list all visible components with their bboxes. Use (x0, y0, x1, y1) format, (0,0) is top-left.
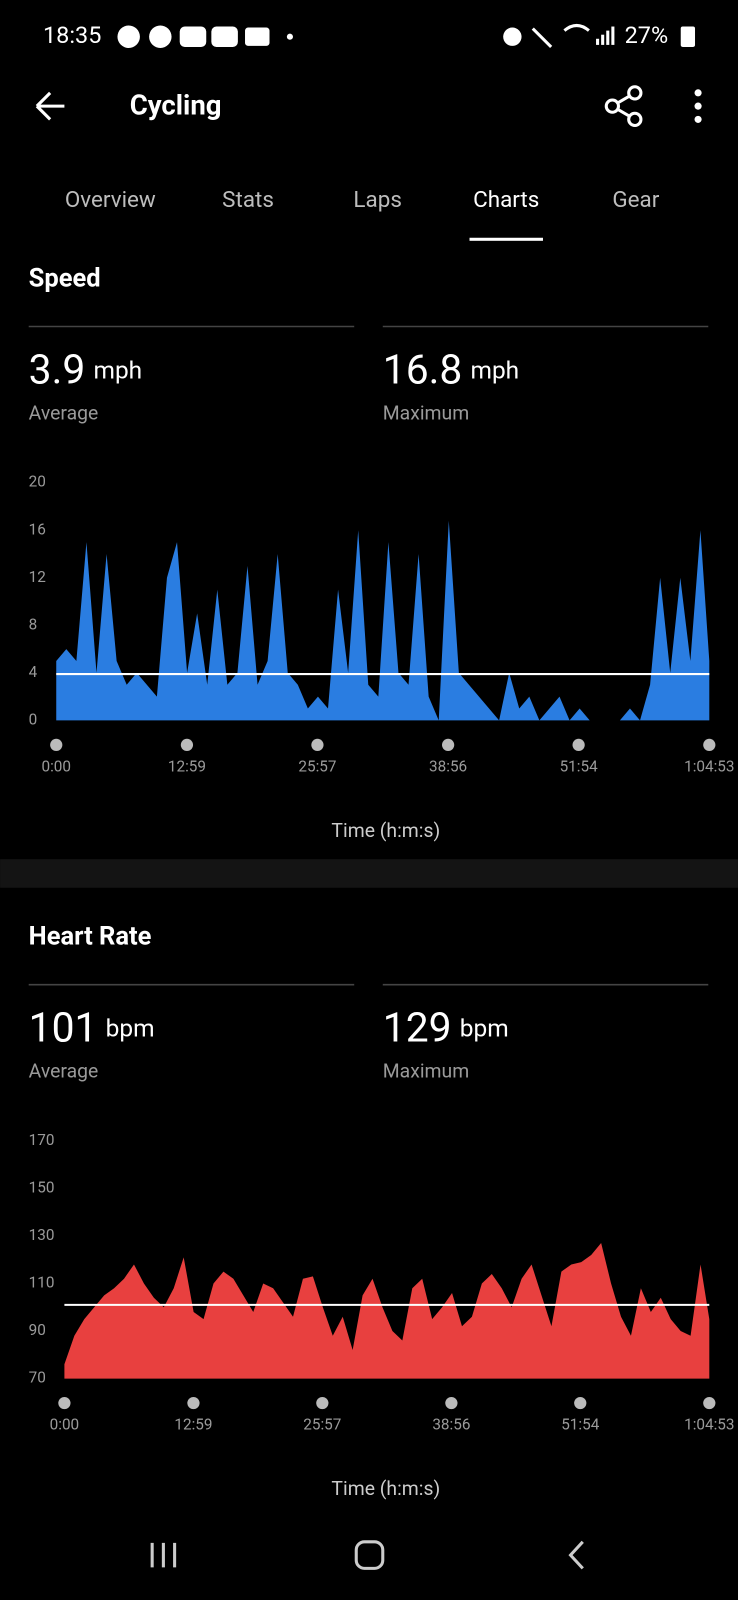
x-axis-label: Time (h:m:s) (331, 819, 440, 842)
y-tick-label: 16 (29, 520, 46, 538)
chart-title: Heart Rate (29, 921, 152, 951)
stat-value: 129 (383, 1003, 452, 1051)
x-tick-label: 25:57 (298, 757, 336, 775)
x-tick-label: 0:00 (50, 1416, 80, 1434)
x-tick-dot (180, 738, 194, 752)
navigation-bar (150, 1540, 584, 1570)
notification-icons (117, 25, 293, 48)
x-tick-dot (187, 1396, 200, 1410)
x-tick-label: 1:04:53 (684, 1416, 734, 1434)
stat: 3.9 mph (29, 345, 142, 393)
x-tick-dot (703, 1396, 716, 1410)
x-tick-dot (441, 738, 455, 752)
x-tick-dot (574, 1396, 587, 1410)
recents-button[interactable] (150, 1542, 177, 1568)
y-tick-label: 12 (29, 568, 47, 586)
x-axis-label: Time (h:m:s) (331, 1477, 440, 1500)
y-tick-label: 130 (29, 1226, 55, 1244)
y-tick-label: 170 (29, 1131, 55, 1149)
tab-bar: Overview Stats Laps Charts Gear (65, 187, 660, 241)
page-title: Cycling (130, 88, 222, 121)
y-tick-label: 150 (29, 1178, 55, 1196)
stat: 129 bpm (383, 1003, 509, 1051)
stat-label: Average (29, 401, 99, 424)
x-tick-label: 51:54 (560, 757, 598, 775)
chart-card: Heart Rate 101 bpm Average 129 bpm Maximum 70 90… (28, 921, 735, 1500)
x-tick-label: 1:04:53 (684, 757, 734, 775)
stat-value: 3.9 (29, 345, 86, 393)
battery-level: 27% (625, 21, 669, 49)
area (56, 520, 710, 721)
stat-unit: bpm (106, 1014, 155, 1043)
stat-label: Average (29, 1060, 99, 1083)
tab-indicator (469, 237, 543, 241)
stat-label: Maximum (383, 401, 469, 424)
tab[interactable]: Gear (612, 187, 659, 213)
stat-label: Maximum (383, 1060, 469, 1083)
y-tick-label: 8 (29, 615, 38, 633)
x-tick-label: 38:56 (432, 1416, 470, 1434)
home-button[interactable] (354, 1540, 385, 1570)
tab[interactable]: Stats (222, 187, 274, 213)
back-nav-button[interactable] (568, 1540, 584, 1570)
x-tick-label: 12:59 (168, 757, 206, 775)
y-tick-label: 20 (29, 473, 46, 491)
x-tick-dot (316, 1396, 329, 1410)
stat-unit: mph (470, 356, 519, 385)
y-tick-label: 70 (29, 1369, 46, 1387)
share-button[interactable] (604, 85, 643, 128)
tab[interactable]: Charts (473, 187, 539, 213)
status-time: 18:35 (43, 21, 101, 49)
x-tick-label: 25:57 (303, 1416, 341, 1434)
tab[interactable]: Overview (65, 187, 156, 213)
stat-value: 101 (29, 1003, 98, 1051)
chart-title: Speed (29, 263, 101, 293)
stat: 101 bpm (29, 1003, 155, 1051)
x-tick-dot (572, 738, 585, 752)
section-separator (0, 859, 738, 888)
x-tick-dot (311, 738, 324, 752)
stat-unit: mph (93, 356, 142, 385)
x-tick-dot (703, 738, 716, 752)
x-tick-label: 51:54 (561, 1416, 599, 1434)
area (64, 1243, 710, 1379)
x-tick-dot (445, 1396, 458, 1410)
tab[interactable]: Laps (353, 187, 401, 213)
x-tick-label: 12:59 (174, 1416, 212, 1434)
x-tick-dot (58, 1396, 71, 1410)
stat-value: 16.8 (383, 345, 463, 393)
y-tick-label: 0 (29, 710, 38, 728)
system-icons (503, 23, 696, 49)
back-button[interactable] (35, 91, 65, 121)
x-tick-label: 0:00 (41, 757, 70, 775)
y-tick-label: 4 (29, 663, 38, 681)
y-tick-label: 90 (29, 1321, 46, 1339)
stat-unit: bpm (460, 1014, 509, 1043)
y-tick-label: 110 (29, 1274, 55, 1292)
x-tick-label: 38:56 (429, 757, 467, 775)
x-tick-dot (50, 738, 63, 752)
stat: 16.8 mph (383, 345, 519, 393)
more-button[interactable] (694, 89, 702, 123)
